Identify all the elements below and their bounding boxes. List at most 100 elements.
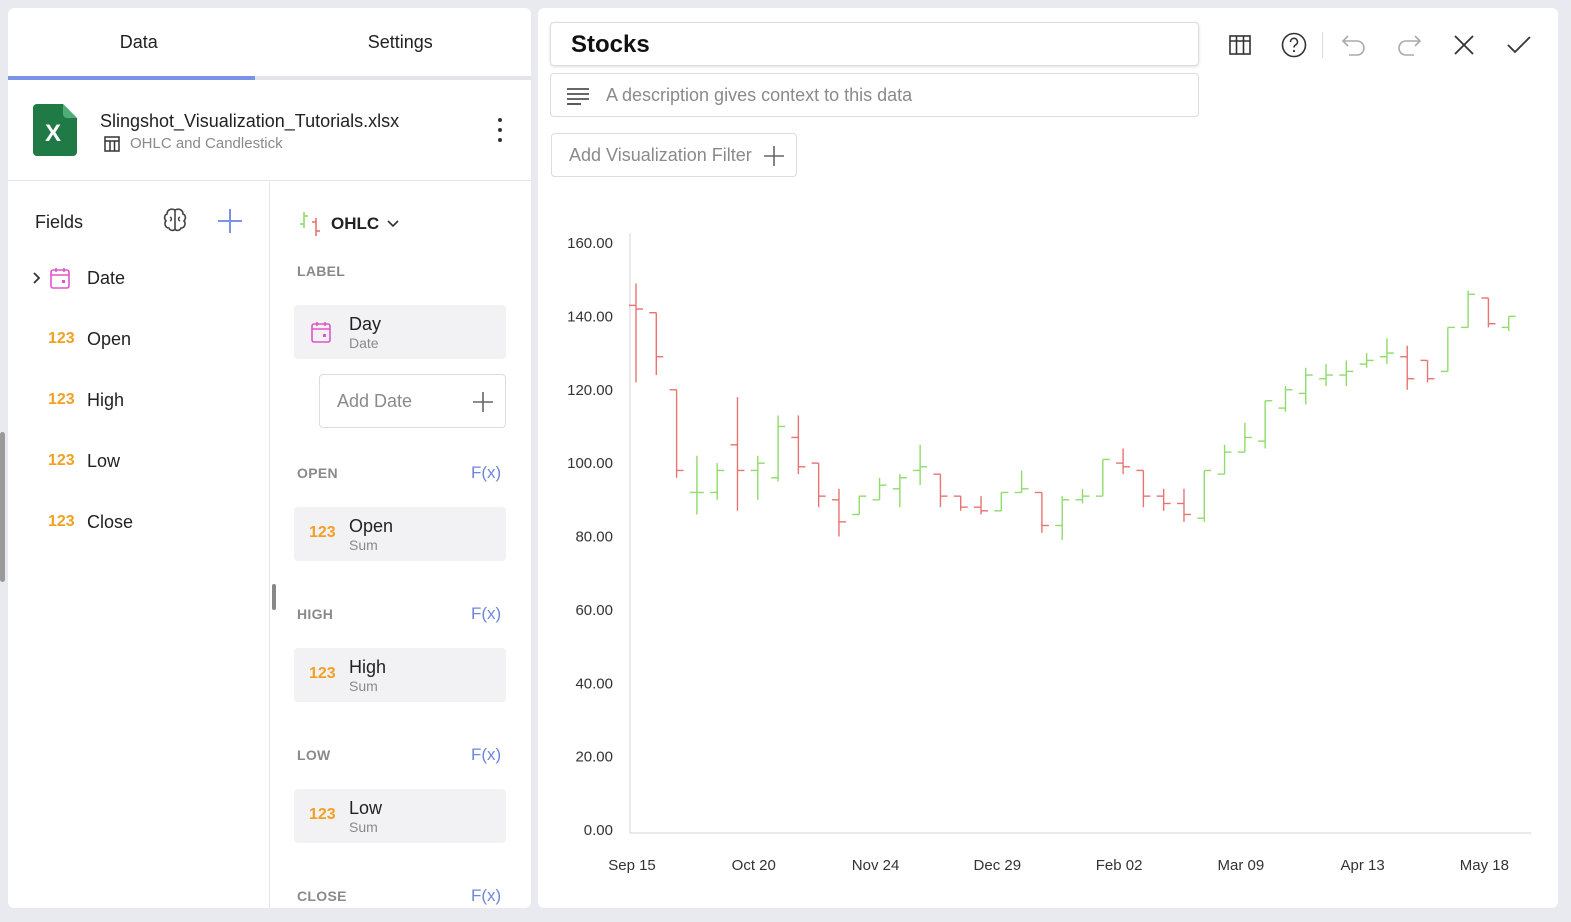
field-high[interactable]: 123 High: [8, 385, 270, 415]
high-fx-button[interactable]: F(x): [471, 604, 502, 623]
field-date[interactable]: Date: [8, 263, 270, 293]
ohlc-bar: [913, 444, 928, 486]
toolbar-separator: [1322, 32, 1323, 58]
plus-icon: [473, 392, 493, 412]
low-fx-button[interactable]: F(x): [471, 745, 502, 764]
excel-icon: X: [33, 104, 77, 156]
field-low[interactable]: 123 Low: [8, 446, 270, 476]
high-pill[interactable]: 123 High Sum: [294, 648, 506, 702]
undo-icon[interactable]: [1339, 30, 1369, 60]
ohlc-bar: [669, 389, 684, 478]
ohlc-bar: [1319, 364, 1334, 387]
ohlc-bar: [872, 477, 887, 501]
ohlc-chart-icon: [300, 212, 320, 236]
pill-name: High: [349, 657, 387, 677]
ohlc-bar: [953, 495, 968, 511]
pill-name: Day: [349, 314, 382, 334]
x-tick-label: May 18: [1460, 857, 1509, 874]
ohlc-bar: [974, 496, 989, 515]
panel-tabs: Data Settings: [8, 8, 531, 80]
plus-icon: [764, 146, 784, 166]
high-section-title: HIGH: [297, 606, 334, 622]
help-icon[interactable]: [1279, 30, 1309, 60]
y-tick-label: 20.00: [575, 749, 613, 766]
viz-type-selector[interactable]: OHLC: [297, 210, 399, 238]
check-icon[interactable]: [1504, 30, 1534, 60]
tab-data[interactable]: Data: [119, 31, 158, 52]
calendar-icon: [50, 268, 70, 289]
ohlc-bar: [791, 415, 806, 475]
ohlc-bar: [892, 474, 907, 508]
title-input[interactable]: Stocks: [550, 22, 1199, 66]
column-resize-handle[interactable]: [272, 584, 276, 610]
open-pill[interactable]: 123 Open Sum: [294, 507, 506, 561]
redo-icon[interactable]: [1394, 30, 1424, 60]
close-fx-button[interactable]: F(x): [471, 886, 502, 905]
description-placeholder: A description gives context to this data: [606, 85, 913, 105]
label-pill-day[interactable]: Day Date: [294, 305, 506, 359]
field-label: Close: [87, 511, 134, 532]
x-tick-label: Oct 20: [732, 857, 776, 874]
ohlc-bar: [629, 283, 643, 383]
number-icon: 123: [48, 391, 75, 408]
svg-text:X: X: [45, 120, 61, 147]
field-label: Date: [87, 267, 126, 288]
number-icon: 123: [48, 513, 75, 530]
field-open[interactable]: 123 Open: [8, 324, 270, 354]
ohlc-bar: [1075, 488, 1090, 504]
ohlc-bar: [1176, 488, 1191, 522]
table-view-icon[interactable]: [1225, 30, 1255, 60]
ohlc-bar: [1440, 326, 1455, 373]
visualization-mapping: OHLC LABEL Day Date Add Date OPEN F(x) 1…: [271, 182, 531, 908]
pill-sub: Sum: [349, 819, 378, 835]
ohlc-bar: [1116, 448, 1131, 475]
number-icon: 123: [309, 806, 336, 823]
chevron-down-icon: [387, 220, 399, 228]
viz-type-label: OHLC: [331, 214, 380, 233]
ohlc-bar: [1359, 353, 1374, 368]
add-visualization-filter-button[interactable]: Add Visualization Filter: [551, 133, 797, 177]
ohlc-bar: [771, 415, 786, 482]
ohlc-bar: [1197, 469, 1212, 522]
label-section-title: LABEL: [297, 263, 346, 279]
field-close[interactable]: 123 Close: [8, 507, 270, 537]
ohlc-bar: [1014, 470, 1029, 494]
source-sheet: OHLC and Candlestick: [104, 135, 283, 152]
low-pill[interactable]: 123 Low Sum: [294, 789, 506, 843]
close-icon[interactable]: [1449, 30, 1479, 60]
tab-settings[interactable]: Settings: [367, 31, 433, 52]
chevron-right-icon[interactable]: [32, 271, 42, 285]
x-tick-label: Feb 02: [1096, 857, 1143, 874]
ohlc-bar: [1400, 345, 1415, 390]
ohlc-bar: [994, 491, 1009, 512]
ohlc-bar: [811, 462, 826, 508]
ohlc-bar: [1034, 491, 1049, 533]
ohlc-bar: [730, 397, 745, 511]
description-icon: [567, 88, 589, 105]
ohlc-bar: [1461, 290, 1476, 329]
add-date-button[interactable]: Add Date: [319, 374, 506, 428]
y-tick-label: 100.00: [567, 455, 613, 472]
fields-header: Fields: [35, 212, 84, 232]
add-field-icon[interactable]: [217, 208, 243, 234]
ohlc-bar: [1258, 400, 1273, 449]
ohlc-bar: [1339, 360, 1354, 387]
brain-icon[interactable]: [161, 206, 189, 234]
ohlc-bar: [1095, 458, 1110, 497]
ohlc-bar: [689, 455, 704, 515]
ohlc-bar: [852, 495, 867, 516]
field-label: Low: [87, 450, 121, 471]
open-fx-button[interactable]: F(x): [471, 463, 502, 482]
ohlc-bar: [1237, 422, 1252, 453]
x-tick-label: Sep 15: [608, 857, 656, 874]
ohlc-bar: [1420, 359, 1435, 383]
pill-sub: Sum: [349, 678, 378, 694]
ohlc-bar: [1278, 386, 1293, 412]
field-label: Open: [87, 328, 132, 349]
number-icon: 123: [48, 330, 75, 347]
number-icon: 123: [309, 524, 336, 541]
more-options-icon[interactable]: [495, 118, 505, 142]
left-scrollbar[interactable]: [0, 432, 5, 582]
description-input[interactable]: A description gives context to this data: [550, 73, 1199, 117]
ohlc-chart: 0.00 20.00 40.00 60.00 80.00 100.00 120.00 140.…: [567, 233, 1531, 874]
